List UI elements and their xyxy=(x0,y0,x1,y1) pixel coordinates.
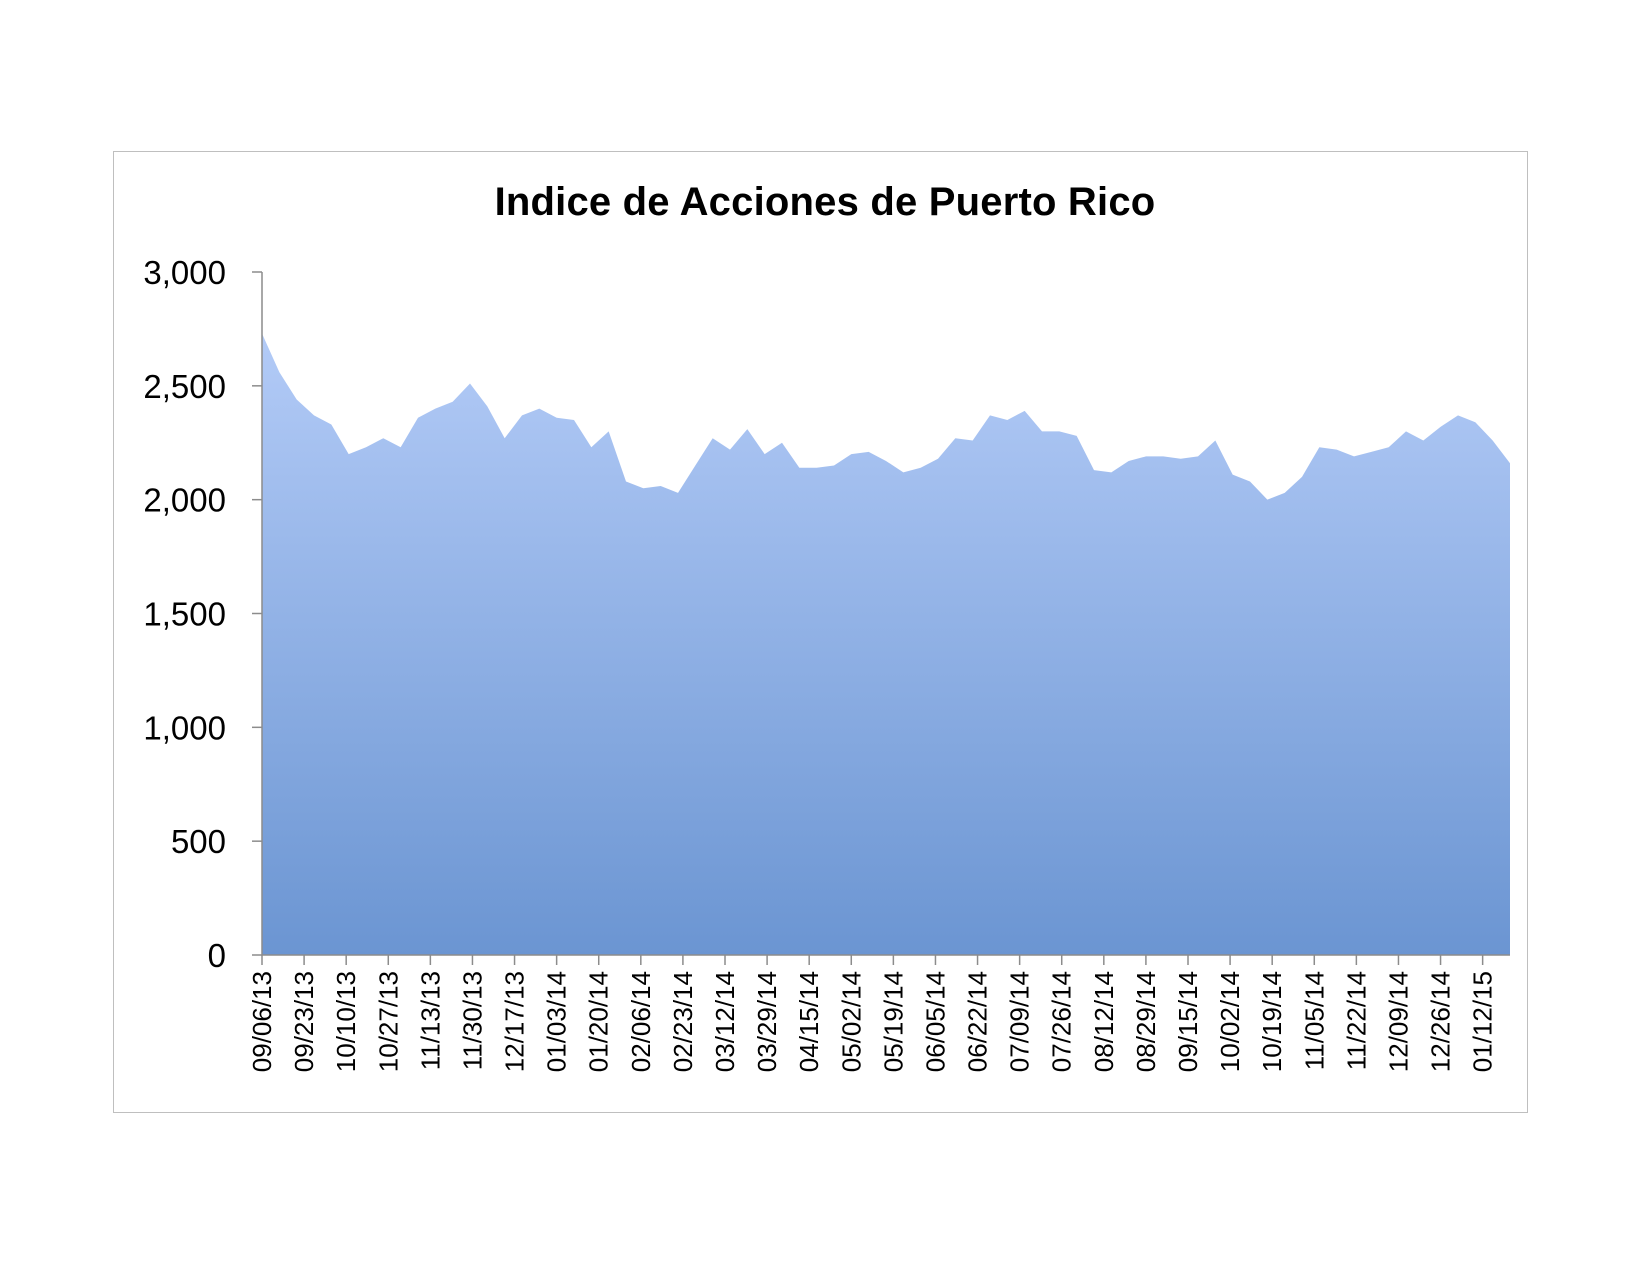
y-tick-label: 2,000 xyxy=(143,482,226,519)
x-tick-label: 01/12/15 xyxy=(1468,971,1498,1072)
x-tick-label: 02/06/14 xyxy=(626,971,656,1072)
x-tick-label: 08/29/14 xyxy=(1131,971,1161,1072)
x-tick-label: 11/22/14 xyxy=(1341,971,1371,1070)
y-tick-label: 2,500 xyxy=(143,368,226,405)
x-tick-label: 12/17/13 xyxy=(500,971,530,1072)
y-tick-label: 3,000 xyxy=(143,254,226,291)
x-tick-label: 04/15/14 xyxy=(794,971,824,1072)
y-tick-label: 1,000 xyxy=(143,709,226,746)
y-tick-label: 1,500 xyxy=(143,596,226,633)
x-tick-label: 10/27/13 xyxy=(373,971,403,1072)
x-tick-label: 11/05/14 xyxy=(1299,971,1329,1070)
axes-layer xyxy=(252,271,1510,965)
x-tick-label: 08/12/14 xyxy=(1089,971,1119,1072)
series-area xyxy=(262,333,1510,956)
x-tick-label: 09/06/13 xyxy=(247,971,277,1072)
x-tick-label: 09/23/13 xyxy=(289,971,319,1072)
y-tick-label: 500 xyxy=(171,823,226,860)
series-layer xyxy=(262,333,1510,956)
x-tick-label: 07/26/14 xyxy=(1047,971,1077,1072)
x-tick-label: 02/23/14 xyxy=(668,971,698,1072)
x-tick-label: 12/26/14 xyxy=(1426,971,1456,1072)
chart-title: Indice de Acciones de Puerto Rico xyxy=(494,180,1156,224)
x-tick-label: 09/15/14 xyxy=(1173,971,1203,1072)
x-tick-label: 11/13/13 xyxy=(415,971,445,1070)
x-tick-label: 06/05/14 xyxy=(921,971,951,1072)
x-tick-label: 05/19/14 xyxy=(878,971,908,1072)
y-axis-tick-labels: 0 500 1,000 1,500 2,000 2,500 3,000 xyxy=(143,254,226,974)
x-tick-label: 05/02/14 xyxy=(836,971,866,1072)
x-tick-label: 06/22/14 xyxy=(963,971,993,1072)
x-tick-label: 11/30/13 xyxy=(458,971,488,1070)
x-tick-label: 03/29/14 xyxy=(752,971,782,1072)
x-tick-label: 10/10/13 xyxy=(331,971,361,1072)
y-tick-label: 0 xyxy=(208,937,226,974)
x-axis-tick-labels: 09/06/13 09/23/13 10/10/13 10/27/13 11/13/13… xyxy=(247,971,1498,1072)
x-tick-label: 01/03/14 xyxy=(542,971,572,1072)
x-tick-label: 01/20/14 xyxy=(584,971,614,1072)
x-tick-label: 12/09/14 xyxy=(1384,971,1414,1072)
x-tick-label: 10/19/14 xyxy=(1257,971,1287,1072)
x-tick-label: 07/09/14 xyxy=(1005,971,1035,1072)
x-tick-label: 03/12/14 xyxy=(710,971,740,1072)
x-tick-label: 10/02/14 xyxy=(1215,971,1245,1072)
